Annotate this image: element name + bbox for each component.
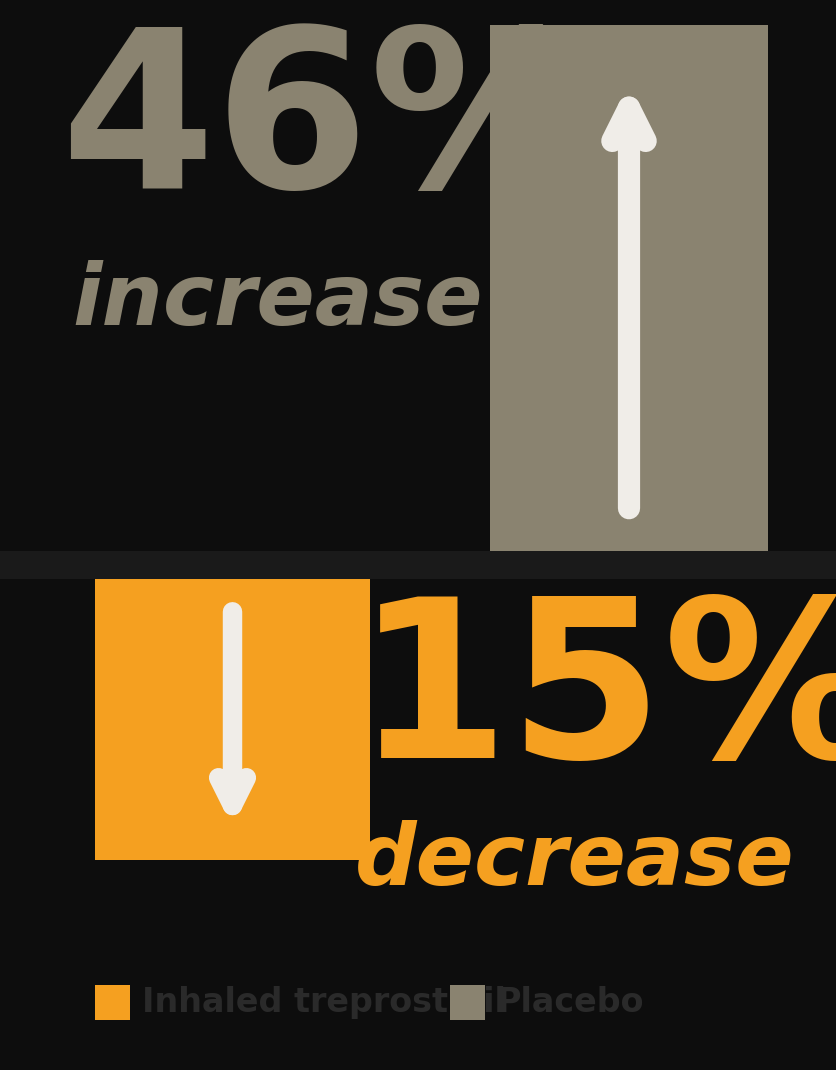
Text: Inhaled treprostinil: Inhaled treprostinil — [142, 985, 506, 1019]
Bar — [95, 985, 130, 1020]
Bar — [450, 985, 485, 1020]
Text: 46%: 46% — [60, 20, 592, 234]
Text: Placebo: Placebo — [497, 985, 645, 1019]
Text: increase: increase — [72, 260, 482, 343]
Bar — [95, 579, 370, 860]
Text: 15%: 15% — [355, 590, 836, 804]
Bar — [0, 551, 836, 579]
Text: decrease: decrease — [355, 820, 795, 903]
Bar — [490, 25, 768, 551]
